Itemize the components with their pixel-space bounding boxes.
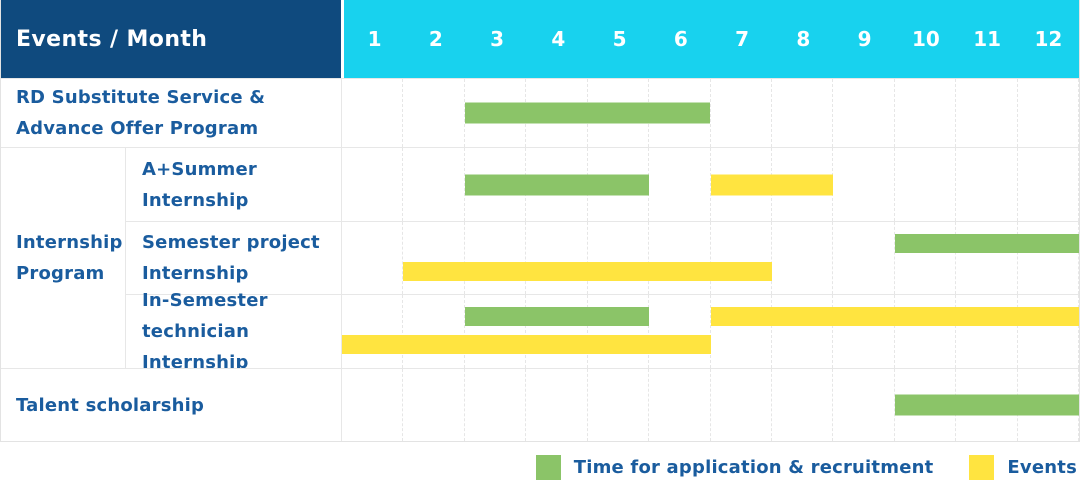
row-label: RD Substitute Service & Advance Offer Pr… (1, 78, 341, 147)
month-gridcell (833, 148, 895, 221)
month-label: 7 (735, 27, 750, 51)
application-bar (894, 394, 1079, 416)
events-bar (710, 307, 1079, 327)
month-label: 6 (673, 27, 688, 51)
month-gridcell (956, 222, 1018, 294)
month-gridcell (895, 148, 957, 221)
month-label: 5 (612, 27, 627, 51)
month-label: 8 (796, 27, 811, 51)
month-gridcell (342, 295, 404, 368)
legend: Time for application & recruitment Events (0, 455, 1080, 480)
chart-row (341, 368, 1080, 441)
chart-row (341, 147, 1080, 221)
application-bar (894, 234, 1079, 254)
month-gridcell (711, 79, 772, 147)
month-gridcell (711, 369, 772, 441)
chart-row (341, 78, 1080, 147)
month-gridcell (342, 222, 404, 294)
month-gridcell (649, 222, 711, 294)
events-bar (710, 174, 834, 195)
group-label: Internship Program (1, 147, 125, 368)
chart-row (341, 221, 1080, 294)
month-gridcell (588, 222, 650, 294)
month-gridcell (895, 79, 957, 147)
month-gridcell (772, 369, 834, 441)
month-gridcell (1018, 295, 1080, 368)
month-gridcell (649, 148, 711, 221)
month-label: 1 (367, 27, 382, 51)
month-gridcell (465, 295, 527, 368)
month-gridcell (956, 295, 1018, 368)
month-gridcell (526, 222, 588, 294)
month-gridcell (1018, 222, 1080, 294)
month-gridcell (649, 369, 711, 441)
month-gridcell (1018, 79, 1080, 147)
row-label: A+Summer Internship (125, 147, 341, 221)
application-bar (464, 102, 711, 124)
events-bar (342, 335, 711, 355)
month-gridcell (711, 295, 772, 368)
month-gridcell (342, 79, 404, 147)
application-bar (464, 174, 650, 195)
legend-item: Events (969, 455, 1077, 480)
month-gridcell (711, 222, 772, 294)
table-title: Events / Month (1, 0, 341, 78)
month-label: 3 (490, 27, 505, 51)
row-label: Talent scholarship (1, 368, 341, 441)
month-gridcell (588, 295, 650, 368)
month-gridcell (956, 148, 1018, 221)
month-gridcell (1018, 148, 1080, 221)
month-gridcell (772, 79, 834, 147)
legend-label: Events (1007, 457, 1077, 478)
month-header: 1 2 3 4 5 6 7 8 9 10 11 12 (341, 0, 1079, 78)
month-gridcell (526, 295, 588, 368)
month-gridcell (403, 222, 465, 294)
legend-label: Time for application & recruitment (573, 457, 934, 478)
month-gridcell (895, 222, 957, 294)
month-gridcell (403, 295, 465, 368)
events-bar (403, 261, 772, 281)
month-gridcell (588, 369, 650, 441)
gantt-table: Events / Month 1 2 3 4 5 6 7 8 9 10 11 12 RD Substi… (0, 0, 1080, 442)
month-label: 2 (428, 27, 443, 51)
month-gridcell (895, 295, 957, 368)
row-label: In-Semester technician Internship (125, 290, 341, 373)
month-label: 10 (911, 27, 940, 51)
month-label: 12 (1034, 27, 1063, 51)
month-gridcell (649, 295, 711, 368)
month-gridcell (833, 79, 895, 147)
events-swatch (969, 455, 995, 480)
month-gridcell (772, 222, 834, 294)
month-gridcell (342, 148, 404, 221)
month-label: 9 (857, 27, 872, 51)
month-gridcell (772, 295, 834, 368)
month-gridcell (403, 369, 465, 441)
legend-item: Time for application & recruitment (535, 455, 934, 480)
application-bar (464, 307, 650, 327)
month-gridcell (403, 148, 465, 221)
chart-row (341, 294, 1080, 368)
month-gridcell (833, 222, 895, 294)
application-swatch (535, 455, 561, 480)
month-gridcell (833, 295, 895, 368)
month-gridcell (465, 369, 527, 441)
month-gridcell (526, 369, 588, 441)
month-gridcell (403, 79, 465, 147)
month-gridcell (956, 79, 1018, 147)
month-gridcell (465, 222, 527, 294)
month-gridcell (833, 369, 895, 441)
row-label: Semester project Internship (125, 221, 341, 294)
month-gridcell (342, 369, 404, 441)
month-label: 4 (551, 27, 566, 51)
month-label: 11 (973, 27, 1002, 51)
